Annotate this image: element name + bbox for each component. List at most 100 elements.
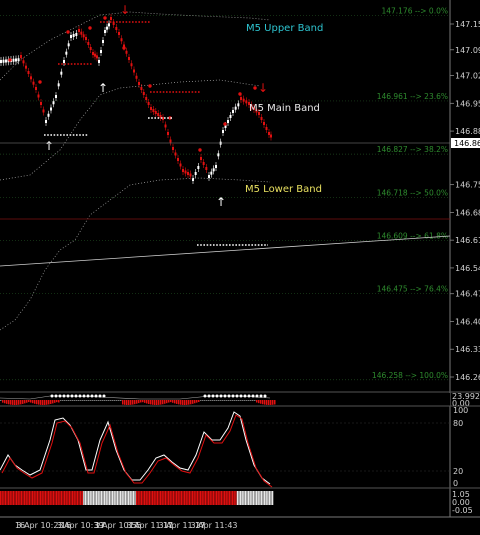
trend-bar [22, 491, 24, 505]
histogram-bar [116, 400, 118, 401]
candle-body [67, 43, 70, 47]
trend-bar [46, 491, 48, 505]
trend-bar [134, 491, 136, 505]
trend-bar [200, 491, 202, 505]
sub2-axis-80: 80 [453, 419, 463, 428]
price-axis-label: 146.475 [455, 290, 480, 299]
fib-level-label: 146.475 --> 76.4% [377, 285, 448, 294]
candle-body [212, 168, 215, 172]
trend-bar [124, 491, 127, 505]
candle-body [42, 109, 45, 113]
histogram-bar [26, 400, 28, 403]
histogram-dot [102, 394, 106, 398]
sell-signal-dot [103, 16, 107, 20]
stochastic-signal-line [1, 414, 273, 488]
trend-bar [118, 491, 120, 505]
candle-body [147, 102, 150, 105]
histogram-bar [212, 400, 214, 401]
trend-bar [108, 491, 111, 505]
sell-signal-dot [88, 26, 92, 30]
candle-body [12, 58, 15, 62]
histogram-dot [255, 394, 259, 398]
histogram-bar [92, 400, 94, 401]
histogram-dot [211, 394, 215, 398]
histogram-bar [204, 400, 206, 401]
histogram-bar [70, 400, 72, 401]
trend-bar [123, 491, 125, 505]
histogram-bar [230, 400, 232, 401]
trend-bar [224, 491, 226, 505]
trend-bar [112, 491, 114, 505]
histogram-bar [226, 400, 228, 401]
trend-bar [236, 491, 239, 505]
histogram-indicator[interactable] [0, 393, 450, 406]
candle-body [5, 59, 7, 63]
histogram-bar [110, 400, 112, 401]
histogram-bar [202, 400, 204, 401]
histogram-bar [176, 400, 178, 404]
trendline[interactable] [0, 235, 451, 267]
histogram-bar [112, 400, 114, 401]
candle-body [174, 152, 177, 156]
candle-body [123, 44, 125, 48]
candle-body [200, 157, 202, 160]
candle-body [135, 75, 138, 79]
price-axis: 147.155 147.090 147.025 146.955 146.885 146.7… [450, 20, 480, 382]
histogram-dot [263, 394, 267, 398]
trend-bar [6, 491, 8, 505]
trend-bar [131, 491, 133, 505]
trend-bar [209, 491, 211, 505]
trend-bar [235, 491, 237, 505]
trend-bar [1, 491, 3, 505]
trend-bar [73, 491, 75, 505]
main-chart-area[interactable] [0, 0, 450, 392]
trend-bar [67, 491, 69, 505]
candle-body [128, 57, 130, 60]
trend-bar [204, 491, 207, 505]
histogram-bar [118, 400, 120, 401]
stochastic-oscillator[interactable] [0, 411, 450, 488]
histogram-bar [234, 400, 236, 401]
histogram-bar [256, 400, 258, 403]
sell-signal-dot [168, 116, 172, 120]
sell-signal-dot [253, 86, 257, 90]
histogram-dot [231, 394, 235, 398]
candle-body [184, 170, 187, 174]
candle-body [142, 92, 145, 95]
histogram-bar [50, 400, 52, 404]
histogram-dot [207, 394, 211, 398]
trend-bars-indicator[interactable] [0, 491, 274, 505]
trend-bar [249, 491, 251, 505]
trend-bar [128, 491, 130, 505]
current-price-badge [451, 138, 480, 148]
candle-body [75, 33, 78, 36]
histogram-bar [28, 400, 30, 403]
candle-body [96, 55, 98, 59]
histogram-bar [222, 400, 224, 401]
price-axis-label: 146.540 [455, 264, 480, 273]
trend-bar [54, 491, 56, 505]
histogram-bar [40, 400, 42, 405]
candle-body [215, 165, 217, 168]
trend-bar [113, 491, 115, 505]
histogram-dot [223, 394, 227, 398]
histogram-bar [206, 400, 208, 401]
histogram-bar [48, 400, 50, 405]
trend-bar [201, 491, 203, 505]
trend-bar [188, 491, 191, 505]
histogram-dot [227, 394, 231, 398]
trend-bar [102, 491, 104, 505]
trend-bar [72, 491, 74, 505]
trend-bar [161, 491, 163, 505]
histogram-bar [266, 400, 268, 405]
histogram-bar [62, 400, 64, 401]
histogram-bar [168, 400, 170, 403]
candle-body [240, 97, 242, 100]
trend-bar [248, 491, 250, 505]
histogram-bar [66, 400, 68, 401]
candle-body [229, 115, 232, 118]
trend-bar [56, 491, 58, 505]
trend-bar [267, 491, 269, 505]
histogram-bar [216, 400, 218, 401]
